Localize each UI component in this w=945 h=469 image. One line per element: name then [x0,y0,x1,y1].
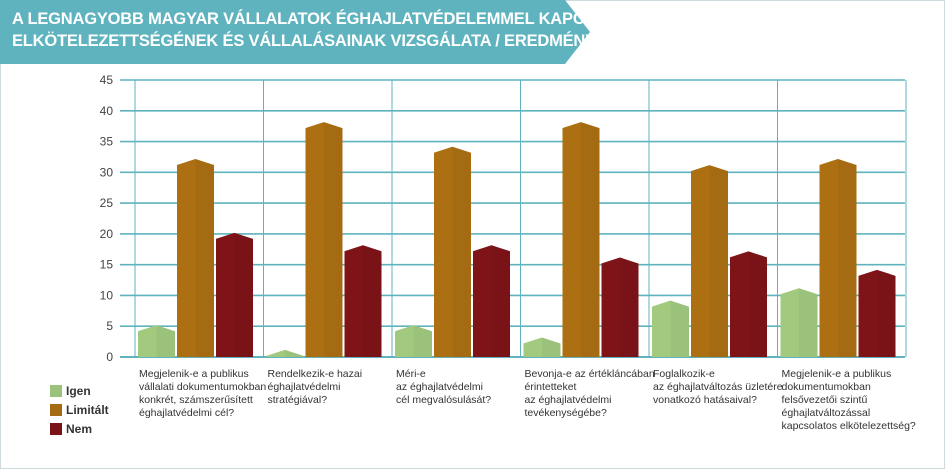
bar [138,325,175,357]
category-label-line: Megjelenik-e a publikus [781,368,892,380]
category-label: Rendelkezik-e hazai éghajlatvédelmi straté… [268,368,392,407]
legend-swatch [50,423,62,435]
bar [266,349,304,357]
legend-label: Nem [66,422,93,436]
y-tick-label: 35 [100,135,114,149]
legend-item: Limitált [50,403,140,417]
category-label-line: éghajlatváltozással [781,407,871,419]
category-label-line: vállalati dokumentumokban [139,381,267,393]
bar [652,300,689,357]
category-label: Megjelenik-e a publikus vállalati dokumen… [139,368,267,420]
bar [395,325,432,357]
bar [780,288,818,357]
bar [177,159,214,357]
y-tick-label: 25 [100,196,114,210]
chart-title: A LEGNAGYOBB MAGYAR VÁLLALATOK ÉGHAJLATV… [12,8,662,52]
category-label-line: Méri-e [396,368,426,380]
category-label-line: Rendelkezik-e hazai [267,368,363,380]
bar [601,257,639,357]
category-label-line: az éghajlatvédelmi [524,394,612,406]
category-label-line: stratégiával? [267,394,328,406]
bar [691,165,728,357]
bar [344,245,382,357]
bar [562,122,600,357]
banner-background [0,0,590,64]
category-label-line: éghajlatvédelmi cél? [139,407,235,419]
legend-label: Limitált [66,403,109,417]
category-label: Foglalkozik-e az éghajlatváltozás üzletér… [653,368,783,407]
y-tick-label: 15 [100,258,114,272]
category-label-line: az éghajlatváltozás üzletére [653,381,783,393]
bar [216,232,253,357]
title-banner: A LEGNAGYOBB MAGYAR VÁLLALATOK ÉGHAJLATV… [0,0,662,64]
y-tick-label: 20 [100,227,114,241]
category-label-line: érintetteket [524,381,577,393]
y-tick-label: 5 [106,319,113,333]
category-label-line: kapcsolatos elkötelezettség? [781,420,916,432]
chart-title-line-1: A LEGNAGYOBB MAGYAR VÁLLALATOK ÉGHAJLATV… [12,10,662,28]
category-label-line: vonatkozó hatásaival? [653,394,757,406]
y-tick-label: 40 [100,104,114,118]
legend-item: Igen [50,384,140,398]
bar [819,159,857,357]
legend-swatch [50,404,62,416]
category-label: Méri-e az éghajlatvédelmi cél megvalósulás… [396,368,520,407]
category-label-line: cél megvalósulását? [396,394,492,406]
legend-swatch [50,385,62,397]
category-label-line: konkrét, számszerűsített [139,394,253,406]
category-label-line: tevékenységébe? [524,407,607,419]
category-label-line: Foglalkozik-e [653,368,715,380]
bar [473,245,510,357]
chart-title-line-2: ELKÖTELEZETTSÉGÉNEK ÉS VÁLLALÁSAINAK VIZ… [12,32,619,50]
category-label: Bevonja-e az értékláncában érintetteket az… [524,368,655,420]
y-tick-label: 0 [106,350,113,364]
bar [523,337,561,357]
category-label-line: felsővezetői szintű [781,394,868,406]
y-tick-label: 10 [100,288,114,302]
category-label-line: Bevonja-e az értékláncában [524,368,655,380]
y-tick-label: 30 [100,165,114,179]
bar [434,146,471,357]
bar [305,122,343,357]
legend-item: Nem [50,422,140,436]
bar [730,251,767,357]
category-label-line: az éghajlatvédelmi [396,381,483,393]
category-label-line: éghajlatvédelmi [267,381,341,393]
legend-label: Igen [66,384,91,398]
y-tick-label: 45 [100,73,114,87]
category-label-line: dokumentumokban [781,381,871,393]
bar [858,269,896,357]
category-label-line: Megjelenik-e a publikus [139,368,249,380]
category-label: Megjelenik-e a publikus dokumentumokban fe… [781,368,916,433]
